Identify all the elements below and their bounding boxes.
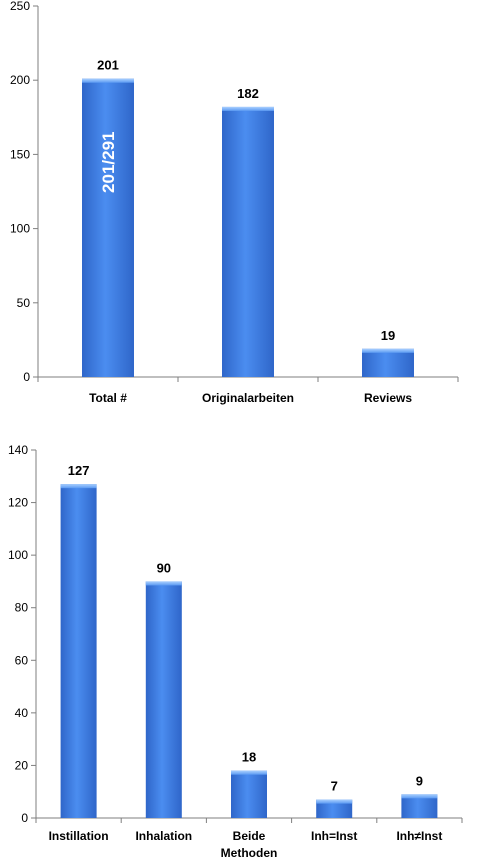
- bar-originalarbeiten: [222, 106, 274, 378]
- bar-inh-inst: [401, 794, 438, 818]
- data-label: 9: [416, 773, 423, 788]
- data-label: 182: [237, 86, 259, 101]
- x-tick-label: Instillation: [49, 829, 109, 843]
- bar-beide-methoden: [231, 770, 267, 818]
- bar-cap: [82, 78, 134, 83]
- data-label: 201: [97, 58, 119, 73]
- data-label: 7: [331, 779, 338, 794]
- y-tick-label: 120: [8, 496, 28, 510]
- bar-inhalation: [145, 581, 182, 818]
- bar-cap: [316, 799, 353, 804]
- y-tick-label: 100: [10, 222, 30, 236]
- y-tick-label: 20: [15, 758, 29, 772]
- x-tick-label: Beide Methoden: [221, 829, 278, 860]
- bar-total: [82, 78, 134, 377]
- x-tick-label: Total #: [89, 391, 127, 405]
- x-tick-label: Inhalation: [135, 829, 192, 843]
- bar-inh-inst: [316, 799, 353, 818]
- chart-articles: 0 50 100 150 200 250 201 Total # 201/291 182 Origi…: [10, 0, 459, 405]
- y-tick-label: 40: [15, 706, 29, 720]
- y-tick-label: 150: [10, 147, 30, 161]
- data-label: 90: [157, 560, 171, 575]
- bar-cap: [362, 348, 414, 353]
- x-tick-label: Reviews: [364, 391, 412, 405]
- bar-instillation: [60, 484, 97, 818]
- y-tick-label: 250: [10, 0, 30, 13]
- data-label: 19: [381, 328, 395, 343]
- x-tick-label: Inh=Inst: [311, 829, 357, 843]
- x-tick-label: Originalarbeiten: [202, 391, 294, 405]
- y-tick-label: 60: [15, 653, 29, 667]
- y-tick-label: 80: [15, 601, 29, 615]
- bar-cap: [401, 794, 438, 799]
- bar-cap: [60, 484, 97, 489]
- chart-methods: 0 20 40 60 80 100 120 140 127 Instillation 90 Inhal…: [8, 443, 463, 860]
- bar-annotation: 201/291: [99, 132, 118, 193]
- x-tick-label: Inh≠Inst: [396, 829, 442, 843]
- y-tick-label: 50: [17, 296, 31, 310]
- bar-cap: [145, 581, 182, 586]
- y-tick-label: 200: [10, 73, 30, 87]
- y-tick-label: 0: [21, 811, 28, 825]
- data-label: 18: [242, 750, 256, 765]
- bar-cap: [231, 770, 267, 775]
- y-tick-label: 100: [8, 548, 28, 562]
- bar-reviews: [362, 348, 414, 377]
- y-tick-label: 140: [8, 443, 28, 457]
- y-tick-label: 0: [23, 370, 30, 384]
- bar-cap: [222, 106, 274, 111]
- data-label: 127: [68, 463, 90, 478]
